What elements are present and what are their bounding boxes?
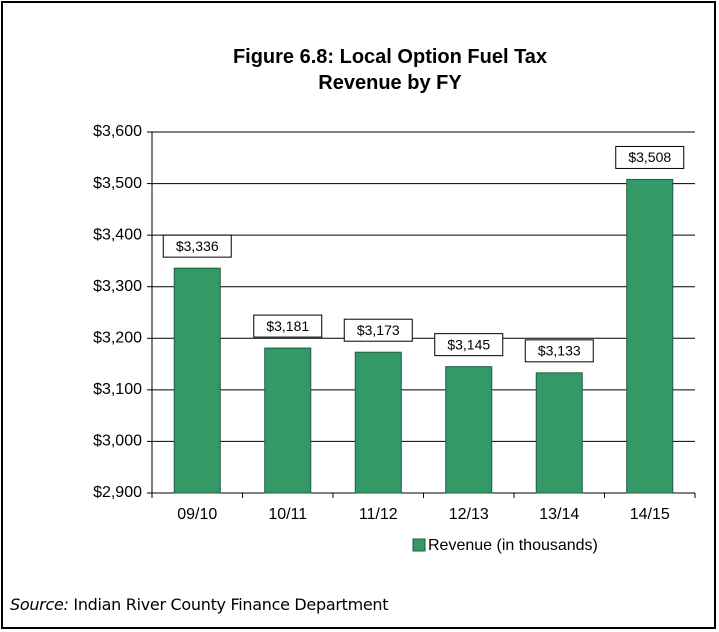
y-tick-label: $3,400 bbox=[93, 226, 142, 243]
value-label-box bbox=[524, 339, 594, 363]
value-label-box bbox=[343, 318, 413, 342]
bar bbox=[173, 267, 221, 494]
y-tick-label: $3,500 bbox=[93, 175, 142, 192]
y-tick-label: $2,900 bbox=[93, 484, 142, 501]
x-tick-label: 09/10 bbox=[177, 506, 217, 523]
value-label-box bbox=[615, 145, 685, 169]
y-tick-label: $3,000 bbox=[93, 433, 142, 450]
value-label: $3,173 bbox=[357, 322, 400, 338]
x-tick-label: 14/15 bbox=[630, 506, 670, 523]
chart-title: Figure 6.8: Local Option Fuel Tax Revenu… bbox=[232, 46, 548, 94]
bar bbox=[354, 351, 402, 494]
x-tick-label: 12/13 bbox=[449, 506, 489, 523]
bar bbox=[626, 178, 674, 494]
legend-swatch bbox=[412, 538, 426, 552]
value-label: $3,133 bbox=[538, 343, 581, 359]
bar bbox=[535, 372, 583, 494]
y-tick-label: $3,100 bbox=[93, 381, 142, 398]
source-label: Source: bbox=[10, 595, 69, 614]
value-label: $3,336 bbox=[176, 238, 219, 254]
bar bbox=[445, 366, 493, 494]
y-tick-label: $3,600 bbox=[93, 123, 142, 140]
x-tick-label: 11/12 bbox=[359, 506, 398, 523]
legend-label: Revenue (in thousands) bbox=[428, 537, 598, 554]
value-label: $3,181 bbox=[266, 318, 309, 334]
value-label: $3,145 bbox=[447, 336, 490, 352]
bar bbox=[264, 347, 312, 494]
y-tick-label: $3,200 bbox=[93, 330, 142, 347]
value-label-box bbox=[434, 333, 504, 357]
x-tick-label: 13/14 bbox=[539, 506, 579, 523]
source-text: Indian River County Finance Department bbox=[73, 595, 389, 614]
x-tick-label: 10/11 bbox=[268, 506, 307, 523]
value-label: $3,508 bbox=[628, 149, 671, 165]
value-label-box bbox=[253, 314, 323, 338]
value-label-box bbox=[162, 234, 232, 258]
y-tick-label: $3,300 bbox=[93, 278, 142, 295]
source-note: Source: Indian River County Finance Depa… bbox=[10, 595, 389, 614]
